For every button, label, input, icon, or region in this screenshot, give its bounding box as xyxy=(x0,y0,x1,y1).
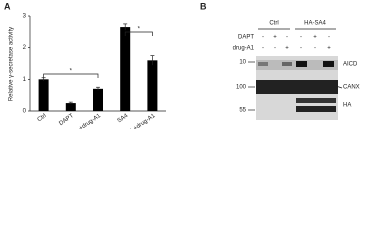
lane-mark: - xyxy=(262,35,264,41)
x-tick-label: SA4 xyxy=(117,113,130,125)
band-label: HA xyxy=(343,103,351,109)
lane-mark: - xyxy=(274,46,276,52)
blot-image xyxy=(256,56,338,120)
lane-mark: - xyxy=(300,35,302,41)
bar xyxy=(147,60,158,111)
significance-label: * xyxy=(70,69,73,75)
bar xyxy=(65,103,76,111)
band-label: AICD xyxy=(343,62,358,68)
panel-label: B xyxy=(200,1,207,11)
y-tick-label: 1 xyxy=(23,77,27,83)
bar xyxy=(93,88,103,111)
lane-mark: - xyxy=(262,46,264,52)
bar xyxy=(38,79,49,111)
significance-bracket xyxy=(124,31,153,36)
group-label: Ctrl xyxy=(269,21,278,27)
lane-mark: + xyxy=(285,46,289,52)
significance-label: * xyxy=(138,27,141,33)
y-tick-label: 0 xyxy=(23,109,27,115)
x-tick-label: DAPT xyxy=(58,113,75,127)
lane-mark: - xyxy=(314,46,316,52)
y-axis-label: Relative γ-secretase activity xyxy=(9,27,15,101)
lane-mark: + xyxy=(273,35,277,41)
lane-mark: + xyxy=(327,46,331,52)
panel-label: A xyxy=(4,1,11,11)
y-tick-label: 2 xyxy=(23,45,27,51)
x-tick-label: Ctrl xyxy=(37,113,48,123)
row-label: drug-A1 xyxy=(233,46,255,52)
group-label: HA-SA4 xyxy=(304,21,326,27)
marker-label: 10 xyxy=(239,60,246,66)
marker-label: 55 xyxy=(239,108,246,114)
band-label: CANX xyxy=(343,85,360,91)
row-label: DAPT xyxy=(238,35,254,41)
marker-label: 100 xyxy=(236,85,247,91)
pointer xyxy=(335,85,343,89)
lane-mark: + xyxy=(313,35,317,41)
lane-mark: - xyxy=(300,46,302,52)
significance-bracket xyxy=(43,73,99,78)
y-tick-label: 3 xyxy=(23,14,27,20)
lane-mark: - xyxy=(286,35,288,41)
lane-mark: - xyxy=(328,35,330,41)
bar xyxy=(120,27,131,111)
figure: A B Relative γ-secretase activity 0 1 2 3 Ct… xyxy=(4,1,360,129)
